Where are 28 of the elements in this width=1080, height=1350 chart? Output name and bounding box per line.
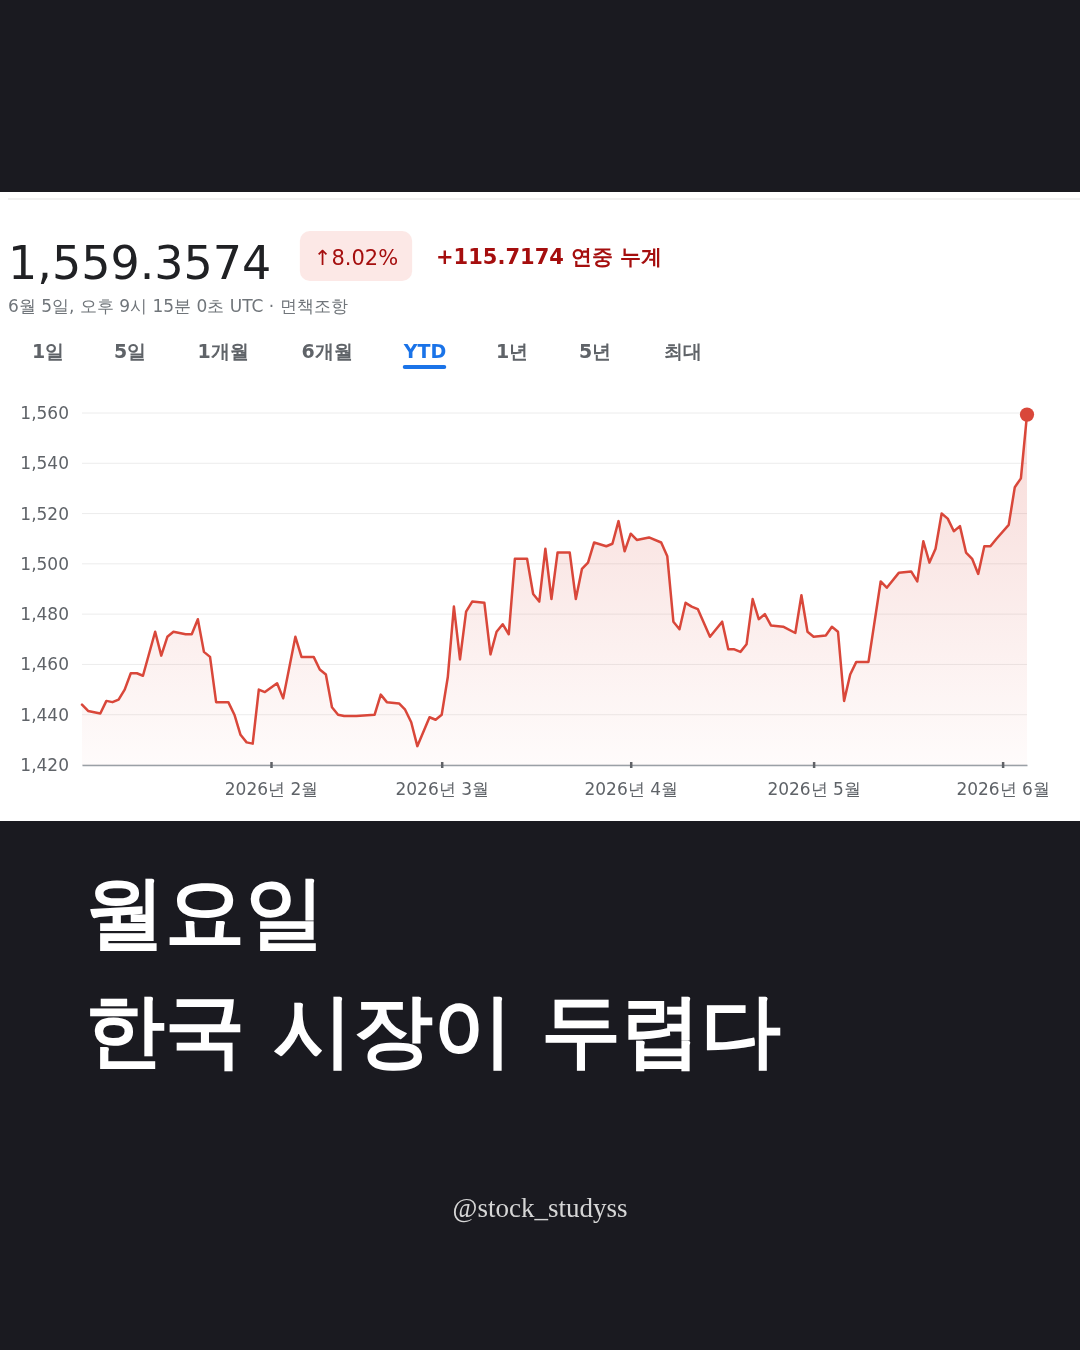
chart-title: 1,559.3574 [8,236,272,290]
y-tick-label: 1,420 [20,754,69,775]
text: 1일 [31,340,65,362]
x-tick-label: 2026년 3월 [395,779,489,800]
y-tick-label: 1,500 [20,553,69,574]
y-tick-label: 1,540 [20,453,69,474]
text: 월요일 [85,866,325,959]
x-tick-label: 2026년 5월 [767,779,861,800]
text: @stock_studyss [452,1193,628,1223]
y-tick-label: 1,520 [20,503,69,524]
text: 6개월 [301,340,353,362]
text: 한국 시장이 두렵다 [85,984,781,1077]
text: 1년 [495,340,529,362]
chart-subtitle: 6월 5일, 오후 9시 15분 0초 UTC · 면책조항 [8,296,348,316]
text: 5년 [578,340,612,362]
text: YTD [402,340,447,362]
text: +115.7174 연중 누계 [436,245,663,269]
y-tick-label: 1,480 [20,604,69,625]
x-tick-label: 2026년 4월 [584,779,678,800]
text: 5일 [113,340,147,362]
text: 1개월 [197,340,249,362]
y-tick-label: 1,560 [20,402,69,423]
x-tick-label: 2026년 6월 [956,779,1050,800]
text: ↑8.02% [313,246,399,270]
x-tick-label: 2026년 2월 [224,779,319,800]
text: 최대 [664,340,702,362]
y-tick-label: 1,440 [20,704,69,725]
y-tick-label: 1,460 [20,654,69,675]
